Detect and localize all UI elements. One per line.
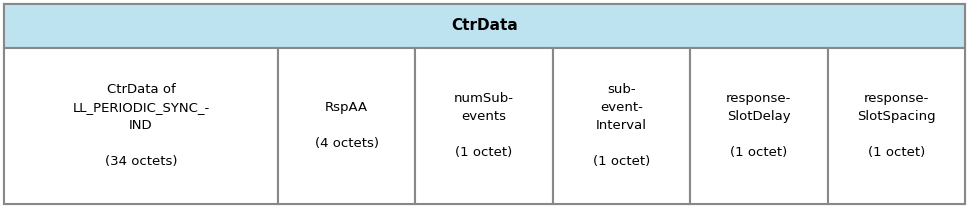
- Bar: [828, 48, 965, 204]
- Bar: [4, 48, 278, 204]
- Bar: [552, 48, 690, 204]
- Text: response-
SlotSpacing

(1 octet): response- SlotSpacing (1 octet): [857, 92, 936, 159]
- Text: response-
SlotDelay

(1 octet): response- SlotDelay (1 octet): [726, 92, 792, 159]
- Bar: [278, 48, 416, 204]
- Bar: [690, 48, 828, 204]
- Text: sub-
event-
Interval

(1 octet): sub- event- Interval (1 octet): [593, 83, 650, 168]
- Text: numSub-
events

(1 octet): numSub- events (1 octet): [454, 92, 514, 159]
- Bar: [416, 48, 552, 204]
- Text: CtrData: CtrData: [452, 18, 517, 33]
- Bar: [4, 4, 965, 48]
- Text: RspAA

(4 octets): RspAA (4 octets): [315, 101, 379, 150]
- Text: CtrData of
LL_PERIODIC_SYNC_-
IND

(34 octets): CtrData of LL_PERIODIC_SYNC_- IND (34 oc…: [73, 83, 209, 168]
